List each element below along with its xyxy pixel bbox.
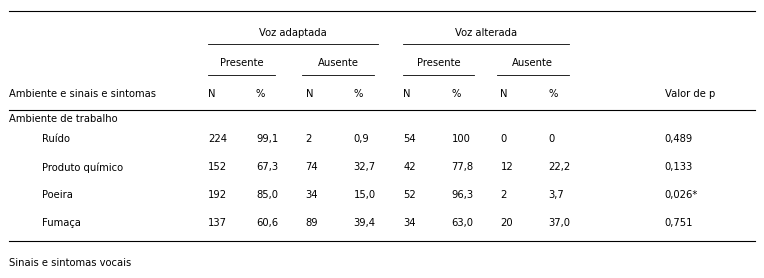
Text: 77,8: 77,8 xyxy=(452,162,474,172)
Text: 0,026*: 0,026* xyxy=(665,190,698,200)
Text: 32,7: 32,7 xyxy=(354,162,376,172)
Text: Fumaça: Fumaça xyxy=(42,218,81,228)
Text: 0,133: 0,133 xyxy=(665,162,693,172)
Text: 0: 0 xyxy=(549,134,555,144)
Text: 100: 100 xyxy=(452,134,471,144)
Text: 54: 54 xyxy=(403,134,416,144)
Text: Presente: Presente xyxy=(416,58,461,68)
Text: Poeira: Poeira xyxy=(42,190,73,200)
Text: N: N xyxy=(208,89,215,99)
Text: Produto químico: Produto químico xyxy=(42,162,123,173)
Text: N: N xyxy=(403,89,411,99)
Text: 99,1: 99,1 xyxy=(256,134,278,144)
Text: 63,0: 63,0 xyxy=(452,218,474,228)
Text: 60,6: 60,6 xyxy=(256,218,278,228)
Text: Valor de p: Valor de p xyxy=(665,89,715,99)
Text: 152: 152 xyxy=(208,162,227,172)
Text: 85,0: 85,0 xyxy=(256,190,278,200)
Text: Presente: Presente xyxy=(219,58,264,68)
Text: Ambiente de trabalho: Ambiente de trabalho xyxy=(9,114,118,124)
Text: 0,489: 0,489 xyxy=(665,134,693,144)
Text: 15,0: 15,0 xyxy=(354,190,376,200)
Text: Ruído: Ruído xyxy=(42,134,70,144)
Text: 34: 34 xyxy=(306,190,318,200)
Text: 224: 224 xyxy=(208,134,227,144)
Text: %: % xyxy=(354,89,363,99)
Text: 3,7: 3,7 xyxy=(549,190,565,200)
Text: 74: 74 xyxy=(306,162,319,172)
Text: 34: 34 xyxy=(403,218,416,228)
Text: 39,4: 39,4 xyxy=(354,218,376,228)
Text: 20: 20 xyxy=(500,218,513,228)
Text: %: % xyxy=(549,89,558,99)
Text: 0,9: 0,9 xyxy=(354,134,370,144)
Text: 192: 192 xyxy=(208,190,227,200)
Text: 96,3: 96,3 xyxy=(452,190,474,200)
Text: N: N xyxy=(306,89,313,99)
Text: N: N xyxy=(500,89,508,99)
Text: 12: 12 xyxy=(500,162,513,172)
Text: 137: 137 xyxy=(208,218,227,228)
Text: 2: 2 xyxy=(500,190,507,200)
Text: 37,0: 37,0 xyxy=(549,218,571,228)
Text: 2: 2 xyxy=(306,134,312,144)
Text: Ausente: Ausente xyxy=(513,58,553,68)
Text: Ausente: Ausente xyxy=(318,58,358,68)
Text: 89: 89 xyxy=(306,218,319,228)
Text: Sinais e sintomas vocais: Sinais e sintomas vocais xyxy=(9,258,131,268)
Text: 67,3: 67,3 xyxy=(256,162,278,172)
Text: 42: 42 xyxy=(403,162,416,172)
Text: Ambiente e sinais e sintomas: Ambiente e sinais e sintomas xyxy=(9,89,156,99)
Text: 22,2: 22,2 xyxy=(549,162,571,172)
Text: Voz alterada: Voz alterada xyxy=(455,28,517,38)
Text: 0: 0 xyxy=(500,134,507,144)
Text: Voz adaptada: Voz adaptada xyxy=(259,28,327,38)
Text: 52: 52 xyxy=(403,190,416,200)
Text: %: % xyxy=(452,89,461,99)
Text: 0,751: 0,751 xyxy=(665,218,693,228)
Text: %: % xyxy=(256,89,265,99)
